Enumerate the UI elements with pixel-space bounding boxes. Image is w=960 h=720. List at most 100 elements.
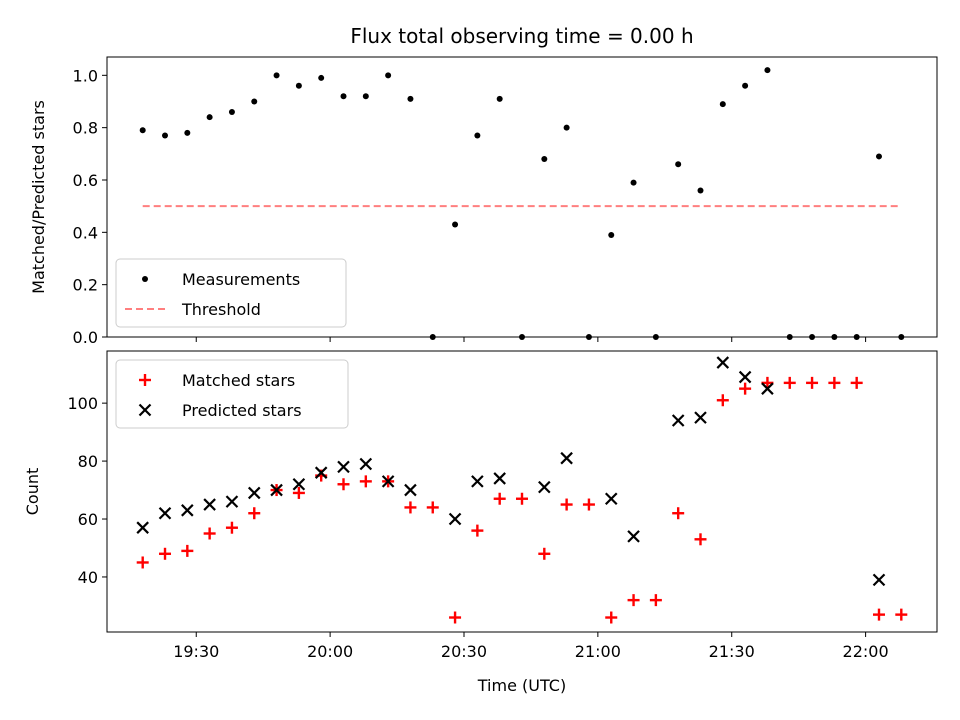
data-point bbox=[828, 376, 841, 389]
marker-stroke bbox=[225, 495, 239, 508]
data-point bbox=[337, 460, 350, 474]
data-point bbox=[404, 483, 417, 497]
marker-stroke bbox=[181, 504, 194, 517]
data-point bbox=[292, 486, 305, 499]
data-point bbox=[225, 521, 238, 534]
data-point bbox=[471, 475, 484, 488]
data-point bbox=[139, 127, 146, 134]
data-point bbox=[385, 72, 392, 79]
marker-stroke bbox=[560, 451, 573, 465]
marker-stroke bbox=[270, 483, 283, 497]
data-point bbox=[764, 67, 771, 74]
data-point bbox=[560, 451, 573, 465]
data-point bbox=[672, 507, 685, 520]
data-point bbox=[850, 376, 863, 389]
legend-label: Threshold bbox=[181, 300, 261, 319]
top-plot: Flux total observing time = 0.00 h 0.0 0.2… bbox=[29, 24, 938, 347]
marker-stroke bbox=[314, 466, 328, 479]
marker-stroke bbox=[359, 457, 373, 471]
data-point bbox=[582, 498, 595, 511]
series-predicted-stars bbox=[136, 356, 886, 587]
x-tick-label: 20:00 bbox=[307, 642, 353, 661]
data-point bbox=[295, 82, 302, 89]
marker-stroke bbox=[671, 414, 685, 427]
data-point bbox=[206, 114, 213, 121]
axes-frame bbox=[106, 350, 938, 633]
legend-marker bbox=[142, 276, 148, 282]
legend-label: Matched stars bbox=[182, 371, 295, 390]
data-point bbox=[136, 556, 149, 569]
data-point bbox=[340, 93, 347, 100]
data-point bbox=[675, 161, 682, 168]
y-tick-label: 60 bbox=[78, 510, 98, 529]
data-point bbox=[761, 376, 774, 389]
marker-stroke bbox=[493, 472, 506, 485]
marker-stroke bbox=[203, 498, 216, 511]
data-point bbox=[739, 382, 752, 395]
data-point bbox=[694, 411, 707, 424]
marker-stroke bbox=[538, 480, 551, 494]
legend: Matched stars Predicted stars bbox=[115, 359, 349, 429]
data-point bbox=[359, 457, 373, 471]
data-point bbox=[158, 506, 172, 520]
data-point bbox=[538, 547, 551, 560]
marker-stroke bbox=[716, 356, 730, 369]
data-point bbox=[627, 594, 640, 607]
chart-title: Flux total observing time = 0.00 h bbox=[350, 24, 693, 48]
data-point bbox=[136, 521, 149, 534]
y-tick-label: 80 bbox=[78, 452, 98, 471]
x-axis-label: Time (UTC) bbox=[477, 676, 566, 695]
data-point bbox=[671, 414, 685, 427]
data-point bbox=[742, 82, 749, 89]
y-axis-label: Count bbox=[23, 468, 42, 516]
data-point bbox=[872, 573, 886, 587]
marker-stroke bbox=[761, 382, 774, 395]
data-point bbox=[694, 533, 707, 546]
data-point bbox=[407, 95, 414, 102]
data-point bbox=[716, 394, 729, 407]
data-point bbox=[448, 512, 462, 526]
data-point bbox=[337, 478, 350, 491]
data-point bbox=[627, 530, 640, 543]
marker-stroke bbox=[292, 477, 306, 491]
data-point bbox=[608, 231, 615, 238]
data-point bbox=[426, 501, 439, 514]
legend-marker bbox=[138, 403, 152, 417]
data-point bbox=[228, 108, 235, 115]
marker-stroke bbox=[694, 411, 707, 424]
marker-stroke bbox=[738, 370, 752, 384]
y-tick-label: 0.6 bbox=[73, 171, 98, 190]
data-point bbox=[181, 504, 194, 517]
y-tick-label: 0.8 bbox=[73, 119, 98, 138]
data-point bbox=[251, 98, 258, 105]
data-point bbox=[541, 156, 548, 163]
y-tick-label: 100 bbox=[67, 394, 98, 413]
data-point bbox=[184, 129, 191, 136]
marker-stroke bbox=[627, 530, 640, 543]
data-point bbox=[783, 376, 796, 389]
legend-frame bbox=[115, 359, 349, 429]
data-point bbox=[493, 472, 506, 485]
legend-frame bbox=[115, 258, 347, 328]
y-tick-label: 1.0 bbox=[73, 66, 98, 85]
legend: Measurements Threshold bbox=[115, 258, 347, 328]
x-tick-label: 21:30 bbox=[709, 642, 755, 661]
data-point bbox=[630, 179, 637, 186]
axes-frame bbox=[106, 56, 938, 338]
marker-stroke bbox=[471, 475, 484, 488]
legend-label: Predicted stars bbox=[182, 401, 302, 420]
data-point bbox=[270, 483, 283, 497]
data-point bbox=[181, 544, 194, 557]
data-point bbox=[314, 466, 328, 479]
y-tick-label: 40 bbox=[78, 568, 98, 587]
data-point bbox=[604, 492, 618, 506]
legend-marker bbox=[139, 374, 151, 386]
y-tick-label: 0.2 bbox=[73, 276, 98, 295]
data-point bbox=[159, 547, 172, 560]
x-tick-label: 21:00 bbox=[575, 642, 621, 661]
legend-label: Measurements bbox=[182, 270, 300, 289]
data-point bbox=[273, 72, 280, 79]
marker-stroke bbox=[604, 492, 618, 506]
data-point bbox=[872, 608, 885, 621]
